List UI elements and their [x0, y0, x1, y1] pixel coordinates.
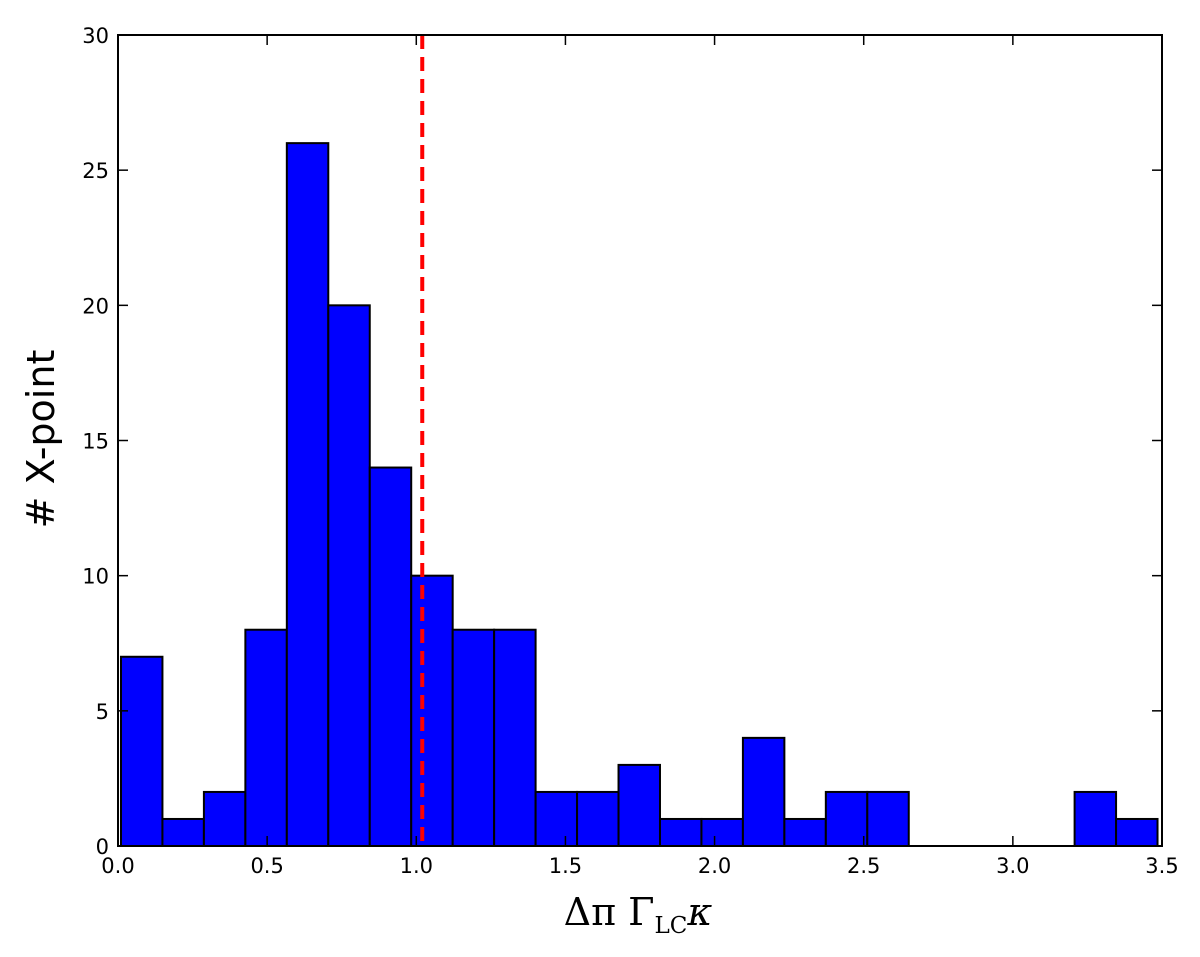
histogram-bars — [119, 142, 1159, 848]
histogram-bar — [617, 763, 661, 848]
y-tick-label: 20 — [82, 294, 109, 318]
x-tick-label: 3.0 — [996, 854, 1029, 878]
x-tick-label: 0.5 — [250, 854, 283, 878]
histogram-bar — [534, 790, 579, 848]
histogram-bar — [161, 817, 205, 848]
histogram-bar — [658, 817, 703, 848]
x-tick-label: 2.0 — [698, 854, 731, 878]
x-axis-label-tail: κ — [686, 890, 712, 934]
y-tick-label: 0 — [96, 835, 109, 859]
histogram-bar — [327, 304, 371, 848]
x-tick-label: 0.0 — [101, 854, 134, 878]
y-tick-label: 10 — [82, 565, 109, 589]
histogram-bar — [741, 736, 786, 847]
histogram-bar — [576, 790, 620, 848]
histogram-bar — [493, 628, 537, 847]
histogram-bar — [451, 628, 496, 847]
x-axis-label: Δπ ΓLCκ — [564, 890, 713, 939]
histogram-bar — [202, 790, 247, 848]
y-tick-label: 15 — [82, 430, 109, 454]
histogram-bar — [1115, 817, 1159, 848]
histogram-bar — [119, 655, 164, 847]
x-tick-label: 3.5 — [1145, 854, 1178, 878]
x-tick-label: 1.5 — [549, 854, 582, 878]
histogram-bar — [410, 574, 454, 848]
histogram-bar — [244, 628, 288, 847]
x-axis-label-subscript: LC — [655, 913, 688, 939]
y-tick-label: 5 — [96, 700, 109, 724]
histogram-bar — [368, 466, 413, 847]
histogram-bar — [824, 790, 869, 848]
histogram-bar — [285, 142, 330, 847]
y-tick-label: 25 — [82, 159, 109, 183]
histogram-bar — [783, 817, 827, 848]
x-tick-label: 2.5 — [847, 854, 880, 878]
x-axis-label-main: Δπ Γ — [564, 890, 655, 934]
x-tick-label: 1.0 — [400, 854, 433, 878]
y-axis-label: # X-point — [19, 350, 63, 529]
histogram-bar — [1073, 790, 1118, 848]
histogram-bar — [700, 817, 744, 848]
histogram-bar — [866, 790, 910, 848]
y-tick-label: 30 — [82, 24, 109, 48]
axis-ticks: 0.0 0.5 1.0 1.5 2.0 2.5 3.0 3.5 0 5 10 15 20 25 30 — [82, 24, 1178, 878]
